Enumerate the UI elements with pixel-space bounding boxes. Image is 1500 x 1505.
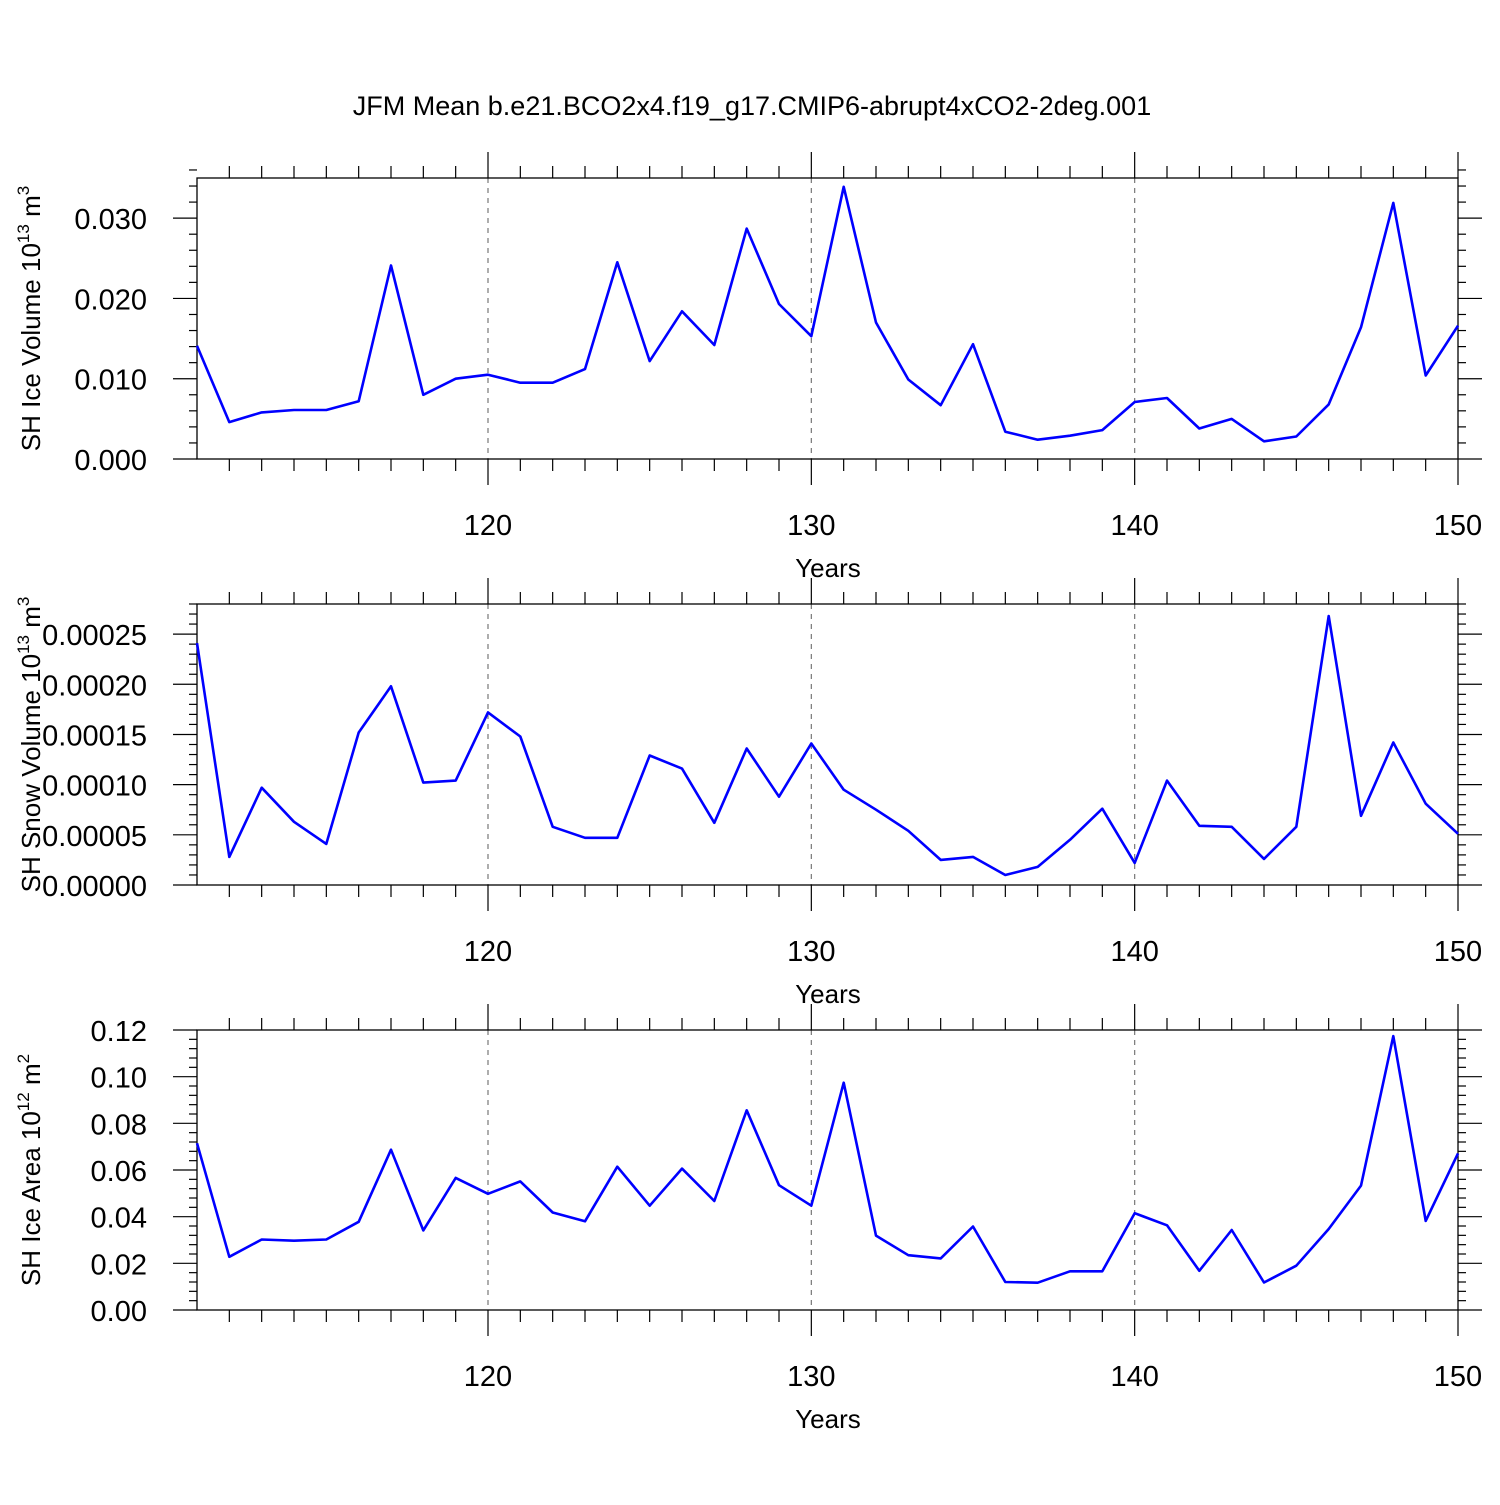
y-tick-label: 0.00005 bbox=[42, 821, 147, 853]
y-axis-title: SH Snow Volume 1013 m3 bbox=[14, 597, 46, 893]
panel-1: 120 130 140 150 Years 0.000 0.010 0.020 0.030 SH … bbox=[14, 152, 1482, 583]
y-axis-title: SH Ice Volume 1013 m3 bbox=[14, 186, 46, 451]
y-axis-title-unit: m bbox=[16, 606, 46, 635]
y-tick-label: 0.00020 bbox=[42, 670, 147, 702]
x-tick-label: 140 bbox=[1110, 1361, 1158, 1393]
plot-frame bbox=[196, 177, 1459, 460]
y-tick-label: 0.04 bbox=[91, 1203, 147, 1235]
y-tick-label: 0.00025 bbox=[42, 620, 147, 652]
x-axis-title: Years bbox=[795, 1404, 861, 1434]
y-axis-title-exponent: 13 bbox=[14, 635, 33, 654]
x-tick-label: 150 bbox=[1434, 510, 1482, 542]
y-axis-title: SH Ice Area 1012 m2 bbox=[14, 1054, 46, 1286]
y-tick-label: 0.010 bbox=[74, 365, 147, 397]
plot-frame bbox=[196, 603, 1459, 886]
y-axis-title-base: SH Snow Volume 10 bbox=[16, 654, 46, 892]
x-axis-title: Years bbox=[795, 979, 861, 1009]
x-tick-label: 130 bbox=[787, 510, 835, 542]
y-tick-label: 0.00010 bbox=[42, 771, 147, 803]
series-line bbox=[195, 185, 1460, 443]
y-tick-label: 0.00 bbox=[91, 1296, 147, 1328]
y-tick-label: 0.08 bbox=[91, 1109, 147, 1141]
x-tick-label: 140 bbox=[1110, 936, 1158, 968]
y-tick-label: 0.000 bbox=[74, 445, 147, 477]
y-tick-label: 0.06 bbox=[91, 1156, 147, 1188]
chart-title: JFM Mean b.e21.BCO2x4.f19_g17.CMIP6-abru… bbox=[353, 91, 1151, 121]
y-axis-title-unit-exponent: 2 bbox=[14, 1054, 33, 1063]
x-tick-label: 150 bbox=[1434, 936, 1482, 968]
y-axis-title-base: SH Ice Volume 10 bbox=[16, 243, 46, 451]
y-axis-title-unit-exponent: 3 bbox=[14, 186, 33, 195]
x-tick-label: 150 bbox=[1434, 1361, 1482, 1393]
x-tick-label: 120 bbox=[464, 936, 512, 968]
y-tick-label: 0.02 bbox=[91, 1249, 147, 1281]
y-tick-label: 0.00000 bbox=[42, 871, 147, 903]
y-axis-title-exponent: 12 bbox=[14, 1092, 33, 1111]
series-line bbox=[195, 614, 1459, 877]
x-tick-label: 130 bbox=[787, 1361, 835, 1393]
y-axis-title-base: SH Ice Area 10 bbox=[16, 1111, 46, 1286]
x-tick-label: 120 bbox=[464, 510, 512, 542]
x-tick-label: 140 bbox=[1110, 510, 1158, 542]
y-tick-label: 0.030 bbox=[74, 204, 147, 236]
plot-frame bbox=[196, 1029, 1459, 1311]
x-tick-label: 130 bbox=[787, 936, 835, 968]
panel-3: 120 130 140 150 Years 0.00 0.02 0.04 0.06 0.08 0.1… bbox=[14, 1004, 1482, 1434]
x-axis-title: Years bbox=[795, 553, 861, 583]
x-tick-label: 120 bbox=[464, 1361, 512, 1393]
y-axis-title-exponent: 13 bbox=[14, 224, 33, 243]
y-axis-title-unit-exponent: 3 bbox=[14, 597, 33, 606]
y-tick-label: 0.020 bbox=[74, 284, 147, 316]
y-tick-label: 0.00015 bbox=[42, 720, 147, 752]
y-tick-label: 0.12 bbox=[91, 1016, 147, 1048]
series-line bbox=[195, 1034, 1460, 1284]
y-tick-label: 0.10 bbox=[91, 1063, 147, 1095]
y-axis-title-unit: m bbox=[16, 195, 46, 224]
panel-2: 120 130 140 150 Years 0.00000 0.00005 0.00010 0.… bbox=[14, 578, 1482, 1009]
y-axis-title-unit: m bbox=[16, 1063, 46, 1092]
